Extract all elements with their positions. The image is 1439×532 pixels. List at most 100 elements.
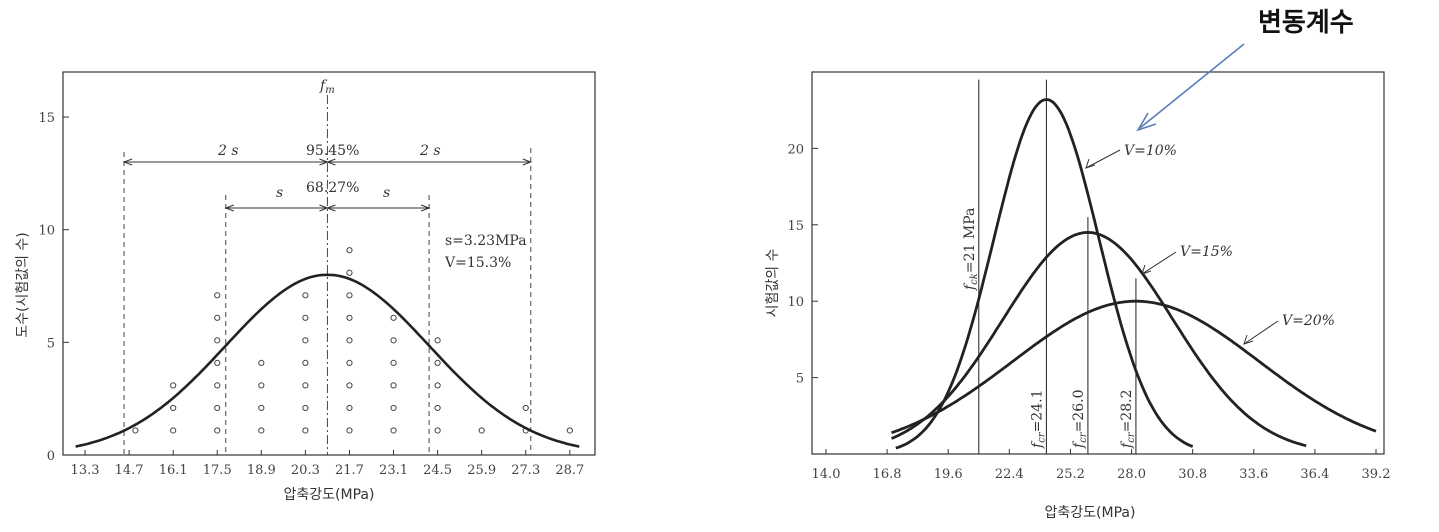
chart1-point [346,404,353,412]
chart1-point [214,314,221,321]
chart1-x-tick-label: 18.9 [247,463,276,478]
cv-callout: 변동계수 [1136,8,1354,132]
chart2-y-tick-label: 20 [787,142,804,157]
chart1-mean-label-sub: m [325,85,334,96]
chart1-point [346,292,353,299]
chart1-y-axis-label: 도수(시험값의 수) [15,232,31,338]
chart1-point [346,359,353,366]
chart1-point [258,427,265,434]
chart1-point [346,382,353,389]
chart2-series-label: V=10% [1124,143,1177,159]
chart1-normal-curve [75,273,580,448]
chart1-x-tick-label: 13.3 [71,463,100,478]
chart1-point [258,359,265,366]
chart1-point [346,269,353,276]
chart1-point [258,382,265,389]
chart1-point [302,314,309,321]
chart1-frame [62,71,596,456]
chart1-point [346,337,353,344]
chart2-x-tick-label: 36.4 [1300,467,1329,482]
chart1-x-axis-label: 압축강도(MPa) [284,487,375,503]
chart2-reference-label-sub: cr [1078,431,1089,443]
chart1-x-tick-label: 24.5 [423,463,452,478]
chart1-x-tick-label: 17.5 [203,463,232,478]
chart2-reference-label-sub: ck [969,273,980,285]
chart1-2s-arrow-head [522,158,533,166]
chart2-x-tick-label: 30.8 [1178,467,1207,482]
chart1-point [434,404,441,412]
chart2-y-tick-label: 10 [787,295,804,310]
chart1-point [214,337,221,344]
chart1-x-axis: 13.3 14.7 16.1 17.5 18.9 20.3 21.7 23.1 24.5 25.9… [71,450,584,478]
chart2-y-axis-label: 시험값의 수 [765,248,781,317]
chart1-points [132,247,573,434]
chart2-reference-label-value: =26.0 [1071,390,1087,433]
chart2-x-tick-label: 28.0 [1117,467,1146,482]
chart2-reference-label: fcr=28.2 [1119,390,1137,449]
chart1-y-axis: 0 5 10 15 [38,111,69,464]
chart2-x-tick-label: 22.4 [995,467,1024,482]
chart1-x-tick-label: 16.1 [159,463,188,478]
chart1-point [214,382,221,389]
chart1-y-tick-label: 15 [38,111,55,126]
chart1-point [478,427,485,434]
chart1-point [214,292,221,299]
chart1-point [302,404,309,412]
chart1-point [214,427,221,434]
chart1-point [390,337,397,344]
chart1-s-arrow-head [224,204,234,212]
chart2-series-pointer-head [1085,158,1096,169]
chart2-reference-label-value: =24.1 [1029,390,1045,433]
chart2-series [890,98,1377,450]
chart1-point [302,292,309,299]
chart1-point [566,427,573,434]
chart1-point [170,382,177,389]
chart2-series-pointer-head [1243,334,1254,345]
histogram-normal-chart: 0 5 10 15 13.3 14.7 16.1 17.5 18.9 20.3 21.7 23.1 2… [15,71,596,503]
chart2-series-curve [891,299,1377,435]
chart1-s-left-label: s [276,185,283,201]
chart2-series-pointer [1085,149,1121,169]
chart2-x-tick-label: 19.6 [934,467,963,482]
chart1-point [214,359,221,366]
chart2-reference-label-value: =21 MPa [962,208,978,273]
chart1-point [434,337,441,344]
chart2-frame [811,71,1385,455]
chart2-y-tick-label: 15 [787,219,804,234]
chart1-point [434,382,441,389]
chart1-2s-arrow-head [122,158,133,166]
chart1-point [434,359,441,366]
chart2-series-labels: V=10% V=15% V=20% [1085,143,1335,345]
chart1-point [170,404,177,412]
chart2-reference-label-sub: cr [1036,431,1047,443]
chart1-s-value: s=3.23MPa [445,233,527,249]
chart1-y-tick-label: 0 [47,449,55,464]
chart1-point [390,404,397,412]
chart1-pct95-label: 95.45% [306,143,359,159]
cv-callout-label: 변동계수 [1258,8,1354,38]
chart2-x-tick-label: 16.8 [873,467,902,482]
chart1-point [346,314,353,321]
chart2-reference-label: fck=21 MPa [962,208,980,291]
chart2-series-curve [890,230,1307,448]
chart1-x-tick-label: 27.3 [511,463,540,478]
chart2-x-tick-label: 39.2 [1362,467,1391,482]
chart1-point [302,427,309,434]
chart2-reference-label-symbol: f [1029,440,1045,449]
chart2-series-label: V=15% [1180,244,1233,260]
chart1-point [302,359,309,366]
chart1-x-tick-label: 20.3 [291,463,320,478]
chart2-x-tick-label: 33.6 [1239,467,1268,482]
chart1-point [390,314,397,321]
chart1-point [390,427,397,434]
chart2-series-pointer-head [1141,264,1152,275]
chart1-x-tick-label: 28.7 [555,463,584,478]
chart1-point [434,427,441,434]
chart1-mean-label: fm [319,78,335,96]
chart2-reference-label-symbol: f [962,282,978,291]
chart1-point [302,382,309,389]
chart1-s-arrow-head [326,204,336,212]
chart2-x-tick-label: 14.0 [812,467,841,482]
chart2-reference-label: fcr=26.0 [1071,390,1089,449]
